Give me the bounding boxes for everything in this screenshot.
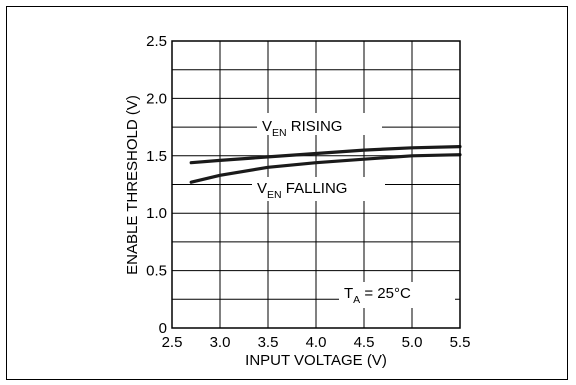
label-bg-rising [257, 113, 382, 135]
y-tick-label: 1.5 [146, 148, 167, 165]
annotation-bg [339, 282, 455, 308]
chart-frame [6, 6, 568, 380]
series-label-rising: VEN RISING [262, 118, 342, 139]
label-bg-falling [252, 177, 385, 201]
y-tick-label: 0.5 [146, 263, 167, 280]
x-tick-label: 3.5 [258, 334, 279, 351]
series-label-falling: VEN FALLING [257, 180, 347, 201]
series-line-rising [189, 145, 462, 165]
series-lines [189, 145, 462, 184]
temperature-annotation: TA = 25°C [344, 285, 411, 306]
x-tick-label: 2.5 [162, 334, 183, 351]
x-tick-label: 4.0 [306, 334, 327, 351]
x-tick-labels: 2.5 3.0 3.5 4.0 4.5 5.0 5.5 [162, 334, 471, 351]
x-tick-label: 3.0 [210, 334, 231, 351]
x-tick-label: 5.5 [450, 334, 471, 351]
x-tick-label: 4.5 [354, 334, 375, 351]
y-tick-label: 2.5 [146, 33, 167, 50]
y-axis-title: ENABLE THRESHOLD (V) [124, 95, 141, 275]
x-axis-title: INPUT VOLTAGE (V) [245, 352, 387, 369]
plot-area-border [171, 40, 461, 329]
y-tick-label: 0 [159, 320, 167, 337]
y-tick-label: 1.0 [146, 205, 167, 222]
series-line-falling [189, 153, 462, 184]
y-tick-label: 2.0 [146, 90, 167, 107]
y-tick-labels: 0 0.5 1.0 1.5 2.0 2.5 [146, 33, 167, 337]
x-tick-label: 5.0 [402, 334, 423, 351]
